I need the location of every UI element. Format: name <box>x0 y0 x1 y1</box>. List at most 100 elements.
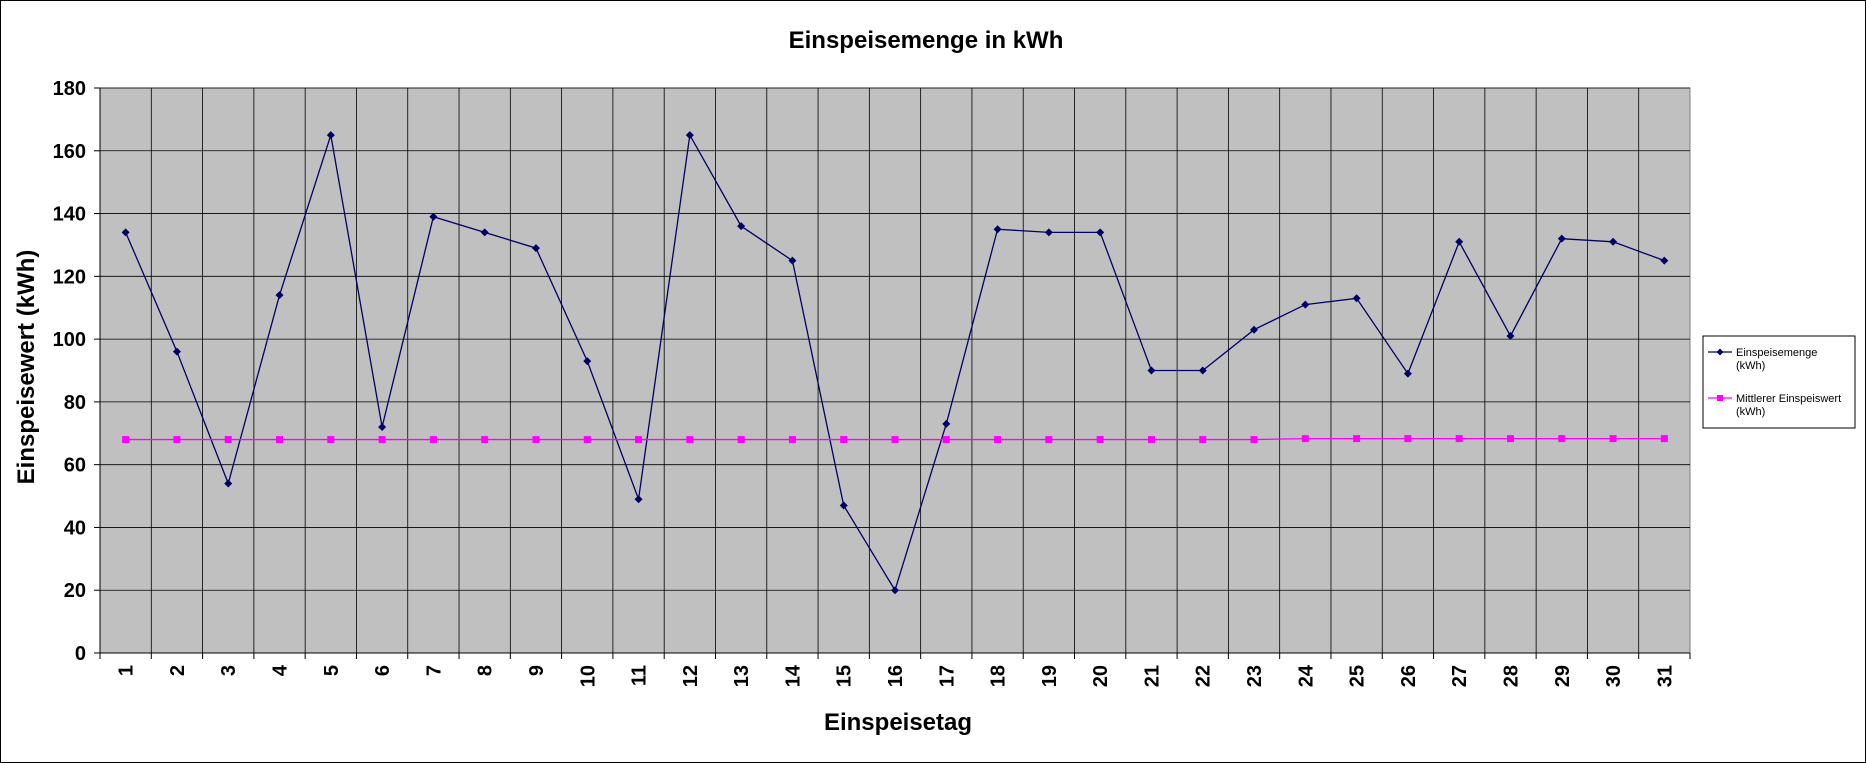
y-tick-label: 100 <box>53 329 86 351</box>
x-tick-label: 31 <box>1654 665 1676 687</box>
x-tick-label: 23 <box>1244 665 1266 687</box>
x-tick-label: 15 <box>834 665 856 687</box>
series-group <box>121 131 1669 595</box>
y-tick-label: 20 <box>64 580 86 602</box>
y-tick-label: 160 <box>53 141 86 163</box>
data-point <box>1250 325 1259 334</box>
data-point <box>1558 435 1566 443</box>
data-point <box>788 256 797 265</box>
data-point <box>121 228 130 237</box>
x-tick-label: 8 <box>475 665 497 676</box>
data-point <box>583 357 592 366</box>
data-point <box>891 436 899 444</box>
data-point <box>429 436 437 444</box>
legend-marker <box>1716 348 1724 356</box>
x-tick-label: 26 <box>1398 665 1420 687</box>
x-tick-label: 14 <box>782 664 804 687</box>
data-point <box>1199 436 1207 444</box>
data-point <box>481 436 489 444</box>
y-tick-label: 80 <box>64 392 86 414</box>
series-2 <box>122 435 1668 444</box>
y-tick-label: 0 <box>75 643 86 665</box>
x-tick-label: 18 <box>988 665 1010 687</box>
x-tick-label: 19 <box>1039 665 1061 687</box>
data-point <box>1147 436 1155 444</box>
data-point <box>1455 237 1464 246</box>
data-point <box>839 501 848 510</box>
data-point <box>1506 331 1515 340</box>
y-tick-label: 180 <box>53 78 86 100</box>
x-tick-label: 1 <box>116 665 138 676</box>
x-tick-label: 22 <box>1193 665 1215 687</box>
y-tick-label: 140 <box>53 204 86 226</box>
data-point <box>1660 256 1669 265</box>
x-tick-label: 3 <box>218 665 240 676</box>
data-point <box>1096 228 1105 237</box>
data-point <box>635 436 643 444</box>
x-tick-label: 12 <box>680 665 702 687</box>
data-point <box>173 436 181 444</box>
legend-label: (kWh) <box>1736 360 1765 372</box>
data-point <box>1301 300 1310 309</box>
data-point <box>1506 435 1514 443</box>
data-point <box>122 436 130 444</box>
data-point <box>1455 435 1463 443</box>
x-tick-label: 16 <box>885 665 907 687</box>
data-point <box>532 436 540 444</box>
x-tick-label: 20 <box>1090 665 1112 687</box>
vertical-gridlines <box>150 88 1640 653</box>
data-point <box>224 479 233 488</box>
data-point <box>1609 435 1617 443</box>
x-tick-label: 7 <box>423 665 445 676</box>
data-point <box>531 244 540 253</box>
x-tick-label: 4 <box>270 664 292 676</box>
legend-label: (kWh) <box>1736 406 1765 418</box>
x-tick-label: 27 <box>1449 665 1471 687</box>
x-tick-label: 9 <box>526 665 548 676</box>
legend-marker <box>1717 395 1723 401</box>
data-point <box>429 212 438 221</box>
x-tick-label: 25 <box>1347 665 1369 687</box>
data-point <box>840 436 848 444</box>
data-point <box>942 419 951 428</box>
x-tick-label: 5 <box>321 665 343 676</box>
data-point <box>686 436 694 444</box>
x-tick-label: 24 <box>1295 664 1317 687</box>
data-point <box>634 495 643 504</box>
x-tick-label: 28 <box>1500 665 1522 687</box>
data-point <box>1044 228 1053 237</box>
x-tick-label: 2 <box>167 665 189 676</box>
data-point <box>1609 237 1618 246</box>
data-point <box>737 222 746 231</box>
data-point <box>1660 435 1668 443</box>
data-point <box>1301 435 1309 443</box>
data-point <box>737 436 745 444</box>
axes <box>94 87 1691 659</box>
data-point <box>378 436 386 444</box>
data-point <box>326 131 335 140</box>
data-point <box>276 436 284 444</box>
data-point <box>788 436 796 444</box>
y-tick-label: 60 <box>64 455 86 477</box>
data-point <box>891 586 899 595</box>
data-point <box>172 347 181 356</box>
x-tick-label: 17 <box>936 665 958 687</box>
y-tick-label: 40 <box>64 517 86 539</box>
data-point <box>994 436 1002 444</box>
data-point <box>1198 366 1207 375</box>
data-point <box>1045 436 1053 444</box>
data-point <box>1353 435 1361 443</box>
chart-title: Einspeisemenge in kWh <box>789 27 1064 54</box>
x-tick-label: 30 <box>1603 665 1625 687</box>
x-axis-title: Einspeisetag <box>824 709 972 736</box>
x-tick-label: 13 <box>731 665 753 687</box>
data-point <box>1096 436 1104 444</box>
series-1 <box>121 131 1669 595</box>
data-point <box>1250 436 1258 444</box>
x-tick-label: 11 <box>629 665 651 686</box>
data-point <box>1557 234 1566 243</box>
data-point <box>327 436 335 444</box>
plot-area <box>99 87 1691 654</box>
legend-label: Einspeisemenge <box>1736 347 1817 359</box>
x-tick-label: 21 <box>1141 665 1163 687</box>
